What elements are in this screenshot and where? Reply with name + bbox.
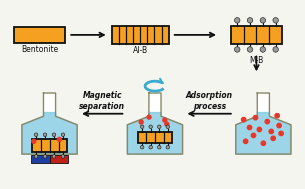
- Circle shape: [275, 114, 279, 118]
- Circle shape: [261, 141, 266, 146]
- Circle shape: [260, 47, 266, 52]
- Circle shape: [235, 47, 240, 52]
- Polygon shape: [127, 113, 183, 154]
- Circle shape: [52, 133, 56, 136]
- Circle shape: [273, 47, 278, 52]
- Bar: [14, 27, 65, 43]
- Circle shape: [247, 47, 253, 52]
- Circle shape: [243, 139, 248, 143]
- Circle shape: [166, 125, 170, 129]
- Text: Adsorption
process: Adsorption process: [186, 91, 233, 111]
- Bar: [49, 155, 68, 163]
- Text: Al-B: Al-B: [133, 46, 148, 55]
- Circle shape: [140, 125, 144, 129]
- Circle shape: [166, 146, 170, 149]
- Polygon shape: [236, 113, 291, 154]
- Circle shape: [43, 155, 47, 158]
- Bar: [138, 132, 172, 143]
- Text: Bentonite: Bentonite: [21, 45, 58, 54]
- Circle shape: [61, 155, 65, 158]
- Bar: [31, 155, 49, 163]
- Circle shape: [139, 120, 143, 124]
- Polygon shape: [236, 93, 291, 154]
- Circle shape: [52, 155, 56, 158]
- Circle shape: [61, 133, 65, 136]
- Bar: [112, 26, 169, 44]
- Circle shape: [247, 125, 252, 130]
- Circle shape: [43, 133, 47, 136]
- Circle shape: [32, 139, 36, 143]
- Text: Magnetic
separation: Magnetic separation: [79, 91, 125, 111]
- Circle shape: [157, 146, 161, 149]
- Circle shape: [149, 125, 152, 129]
- Circle shape: [273, 18, 278, 23]
- Circle shape: [57, 137, 61, 141]
- Circle shape: [279, 131, 283, 136]
- Circle shape: [165, 122, 169, 126]
- Circle shape: [140, 146, 144, 149]
- Circle shape: [242, 117, 246, 122]
- Circle shape: [235, 18, 240, 23]
- Circle shape: [34, 133, 38, 136]
- Circle shape: [260, 18, 266, 23]
- Circle shape: [157, 125, 161, 129]
- Circle shape: [149, 146, 152, 149]
- Circle shape: [257, 127, 262, 132]
- Circle shape: [247, 18, 253, 23]
- Circle shape: [265, 119, 269, 124]
- Circle shape: [277, 123, 281, 128]
- Circle shape: [251, 133, 256, 138]
- Circle shape: [34, 155, 38, 158]
- Circle shape: [147, 115, 151, 119]
- Polygon shape: [127, 93, 183, 154]
- Circle shape: [253, 115, 258, 120]
- Circle shape: [163, 118, 167, 122]
- Text: M-B: M-B: [249, 56, 264, 65]
- Bar: [231, 26, 282, 44]
- Polygon shape: [22, 113, 77, 154]
- Bar: [32, 139, 67, 152]
- Polygon shape: [22, 93, 77, 154]
- Circle shape: [271, 136, 275, 140]
- Circle shape: [269, 129, 273, 134]
